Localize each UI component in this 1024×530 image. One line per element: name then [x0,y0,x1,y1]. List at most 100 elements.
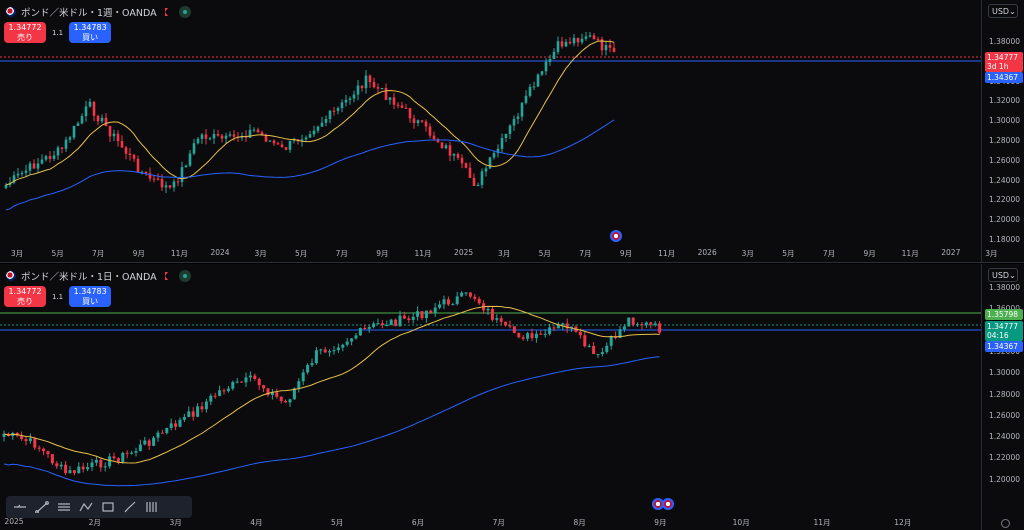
path-icon[interactable] [76,498,96,516]
candle-body [77,466,81,474]
candle-body [212,133,216,139]
candle-body [508,325,512,327]
candle-body [398,315,402,326]
candle-body [596,354,600,356]
price-tick: 1.22000 [988,453,1020,463]
currency-select[interactable]: USD ⌄ [988,268,1018,282]
candle-body [380,323,384,326]
buy-button[interactable]: 1.34783 買い [69,22,112,43]
weekly-chart-pane[interactable]: ポンド／米ドル・1週・OANDA 1.34772 売り 1.1 1.34783 … [0,0,1024,263]
gbp-flag-icon [6,271,16,281]
weekly-price-axis[interactable]: USD ⌄ 1.380001.360001.340001.320001.3000… [981,0,1024,262]
cursor-icon[interactable] [10,498,30,516]
candle-body [636,324,640,326]
candle-body [147,440,151,446]
candle-body [316,126,320,131]
candle-body [20,435,24,440]
currency-select[interactable]: USD ⌄ [988,4,1018,18]
candle-body [172,181,176,188]
economic-event-icon[interactable] [610,230,622,242]
time-tick: 2026 [697,248,717,257]
candle-body [631,317,635,325]
candle-body [260,132,264,135]
settings-gear-icon[interactable] [1001,519,1010,528]
time-tick: 12月 [894,518,912,527]
candle-body [495,318,499,320]
candle-body [473,296,477,299]
buy-button[interactable]: 1.34783 買い [69,286,112,307]
candle-body [204,401,208,410]
candle-body [312,130,316,135]
candle-body [20,172,24,174]
candle-body [125,452,129,454]
brush-icon[interactable] [120,498,140,516]
candle-body [363,327,367,329]
economic-event-icon[interactable] [652,498,664,510]
trend-line-icon[interactable] [32,498,52,516]
candle-body [492,153,496,158]
candle-body [412,118,416,124]
time-tick: 7月 [579,249,592,258]
candle-body [165,428,169,433]
price-tick: 1.30000 [988,116,1020,126]
economic-event-icon[interactable] [662,498,674,510]
candle-body [156,178,160,180]
candle-body [168,185,172,188]
candle-body [376,323,380,325]
candle-body [350,338,354,342]
candle-body [612,47,616,52]
candle-body [4,184,8,188]
flag-marker-icon[interactable] [164,272,168,280]
candle-body [572,37,576,44]
candle-body [544,61,548,72]
fib-icon[interactable] [142,498,162,516]
visibility-eye-icon[interactable] [178,270,191,282]
candle-body [608,45,612,48]
candle-body [16,173,20,176]
ma-fast-line [3,305,660,464]
time-tick: 3月 [741,249,754,258]
candle-body [152,437,156,446]
daily-chart-plot[interactable] [0,264,982,530]
candle-body [42,448,46,452]
candle-body [345,341,349,345]
flag-marker-icon[interactable] [164,8,168,16]
candle-body [512,326,516,333]
candle-body [128,153,132,155]
candle-body [512,118,516,126]
time-tick: 4月 [250,518,263,527]
candle-body [144,171,148,174]
candle-body [92,101,96,116]
sell-button[interactable]: 1.34772 売り [4,286,46,307]
daily-chart-pane[interactable]: ポンド／米ドル・1日・OANDA 1.34772 売り 1.1 1.34783 … [0,264,1024,530]
candle-body [64,464,68,474]
drawing-toolbar [6,496,192,518]
candle-body [627,317,631,327]
candle-body [644,322,648,325]
rectangle-icon[interactable] [98,498,118,516]
candle-body [477,298,481,304]
candle-body [196,406,200,417]
time-tick: 10月 [732,518,750,527]
candle-body [332,110,336,112]
candle-body [132,154,136,159]
time-tick: 3月 [254,249,267,258]
price-tick: 1.20000 [988,215,1020,225]
candle-body [279,396,283,401]
visibility-eye-icon[interactable] [178,6,191,18]
price-tick: 1.28000 [988,389,1020,399]
candle-body [456,154,460,158]
candle-body [476,184,480,187]
horizontal-lines-icon[interactable] [54,498,74,516]
candle-body [433,307,437,313]
sell-label: 売り [17,297,33,306]
time-tick: 9月 [619,249,633,258]
daily-price-axis[interactable]: USD ⌄ 1.380001.360001.340001.320001.3000… [981,264,1024,530]
weekly-chart-plot[interactable] [0,0,982,262]
candle-body [32,163,36,169]
sell-button[interactable]: 1.34772 売り [4,22,46,43]
candle-body [499,318,503,322]
buy-price: 1.34783 [73,23,107,32]
candle-body [218,390,222,396]
sell-price: 1.34772 [8,23,42,32]
